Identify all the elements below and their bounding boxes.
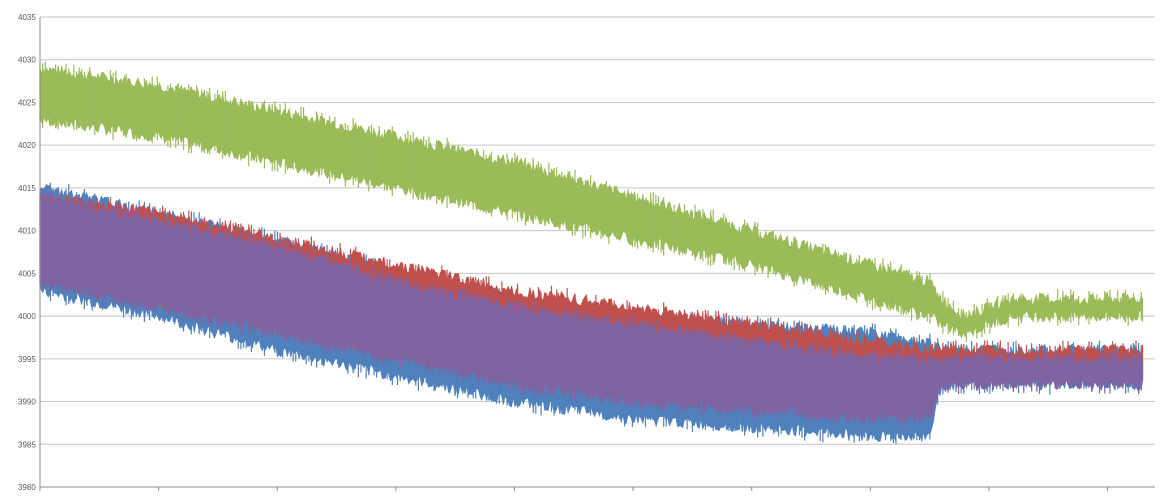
y-tick-label: 4015	[18, 184, 36, 193]
y-tick-label: 4035	[18, 13, 36, 22]
y-tick-label: 3985	[18, 440, 36, 449]
y-tick-label: 4005	[18, 269, 36, 278]
y-tick-label: 4000	[18, 312, 36, 321]
y-tick-label: 3995	[18, 355, 36, 364]
y-tick-label: 3980	[18, 483, 36, 492]
axis-layer: 3980 3985 3990 3995 4000 4005 4010 4015 4020 4025…	[18, 13, 1155, 492]
y-tick-label: 4025	[18, 98, 36, 107]
y-tick-label: 4030	[18, 56, 36, 65]
y-tick-label: 4010	[18, 227, 36, 236]
series-layer	[39, 61, 1144, 445]
y-tick-label: 3990	[18, 398, 36, 407]
y-tick-label: 4020	[18, 141, 36, 150]
